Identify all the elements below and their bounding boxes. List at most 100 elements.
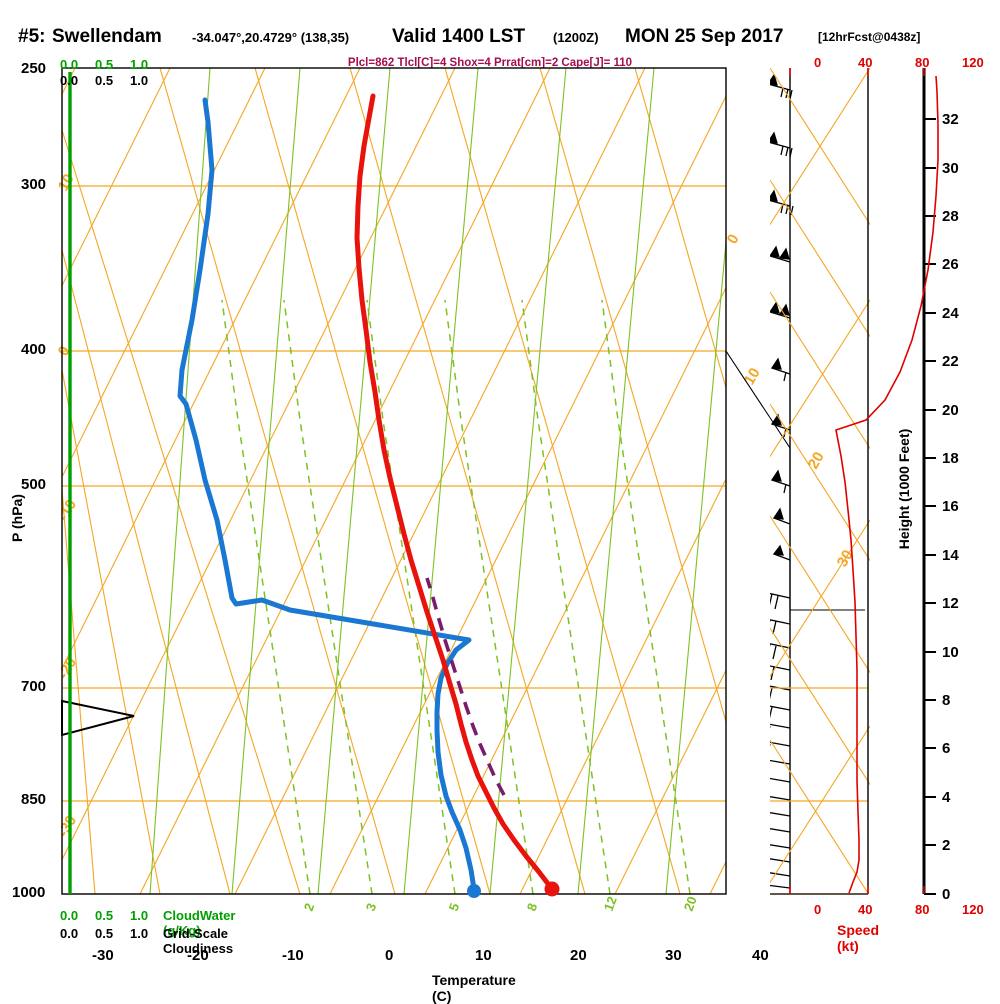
- pressure-tick-250: 250: [21, 60, 47, 77]
- svg-text:20: 20: [805, 449, 828, 472]
- wind-speed-curve: [835, 75, 939, 894]
- cloudwater-top-tick-0: 0.0: [60, 57, 79, 72]
- temperature-tick-0: 0: [385, 947, 394, 964]
- speed-tick-40-top: 40: [858, 55, 873, 70]
- forecast-info: [12hrFcst@0438z]: [818, 30, 921, 44]
- surface-temperature-dot: [544, 881, 560, 897]
- height-tick-16: 16: [942, 498, 959, 515]
- cloudwater-tick-1: 0.5: [95, 908, 114, 923]
- cloudiness-tick-2: 1.0: [130, 926, 149, 941]
- pressure-axis-label: P (hPa): [9, 494, 25, 542]
- height-tick-8: 8: [942, 692, 951, 709]
- height-tick-6: 6: [942, 740, 951, 757]
- mixing-ratio-labels: 2 3 5 8 12 20: [301, 894, 700, 913]
- speed-axis-label: Speed (kt): [837, 922, 880, 954]
- svg-text:5: 5: [446, 901, 463, 913]
- surface-dewpoint-dot: [467, 884, 481, 898]
- skewt-frame: [61, 67, 727, 895]
- svg-text:-10: -10: [55, 497, 81, 524]
- speed-tick-80: 80: [915, 902, 930, 917]
- wind-panel-isobars: [770, 687, 868, 895]
- height-tick-28: 28: [942, 208, 959, 225]
- svg-text:-30: -30: [55, 813, 81, 840]
- svg-text:3: 3: [363, 901, 380, 913]
- cloudiness-tick-0: 0.0: [60, 926, 79, 941]
- cloudwater-top-tick-1: 0.5: [95, 57, 114, 72]
- temperature-tick--20: -20: [187, 947, 209, 964]
- height-axis-ticks: [924, 118, 936, 895]
- station-id: #5:: [18, 26, 46, 47]
- skewt-grid: [62, 68, 726, 894]
- height-tick-18: 18: [942, 450, 959, 467]
- temperature-tick--30: -30: [92, 947, 114, 964]
- height-tick-26: 26: [942, 256, 959, 273]
- cloudwater-tick-0: 0.0: [60, 908, 79, 923]
- wind-barbs: [770, 73, 794, 889]
- svg-text:10: 10: [55, 171, 78, 194]
- svg-text:12: 12: [601, 894, 620, 913]
- valid-date: MON 25 Sep 2017: [625, 26, 784, 47]
- temperature-axis-label: Temperature (C): [432, 972, 516, 1004]
- pressure-tick-300: 300: [21, 176, 47, 193]
- cloudiness-tick-1: 0.5: [95, 926, 114, 941]
- valid-time-zulu: (1200Z): [553, 30, 599, 45]
- temperature-tick-30: 30: [665, 947, 682, 964]
- temperature-tick-10: 10: [475, 947, 492, 964]
- height-tick-24: 24: [942, 305, 959, 322]
- temperature-curve: [354, 93, 555, 892]
- height-tick-12: 12: [942, 595, 959, 612]
- height-tick-20: 20: [942, 402, 959, 419]
- cloudwater-tick-2: 1.0: [130, 908, 149, 923]
- height-tick-22: 22: [942, 353, 959, 370]
- dewpoint-curve: [177, 97, 477, 892]
- isotherm-lines: [62, 68, 726, 894]
- station-coordinates: -34.047°,20.4729° (138,35): [192, 30, 350, 45]
- temperature-tick--10: -10: [282, 947, 304, 964]
- height-tick-30: 30: [942, 160, 959, 177]
- svg-text:2: 2: [301, 901, 318, 913]
- height-tick-4: 4: [942, 789, 951, 806]
- chart-title-bar: #5: Swellendam -34.047°,20.4729° (138,35…: [0, 26, 1000, 52]
- temperature-tick-20: 20: [570, 947, 587, 964]
- speed-tick-120-top: 120: [962, 55, 984, 70]
- cloudiness-top-tick-1: 0.5: [95, 73, 114, 88]
- svg-text:10: 10: [741, 365, 764, 388]
- speed-axis-ticks: [789, 68, 925, 894]
- temperature-tick-40: 40: [752, 947, 769, 964]
- svg-text:-20: -20: [55, 655, 81, 682]
- wind-panel-diagonals: [770, 68, 870, 894]
- parcel-path: [425, 577, 506, 796]
- height-tick-14: 14: [942, 547, 959, 564]
- valid-time: Valid 1400 LST: [392, 26, 526, 47]
- speed-tick-80-top: 80: [915, 55, 930, 70]
- mixing-ratio-lines: [221, 299, 691, 894]
- height-tick-32: 32: [942, 111, 959, 128]
- speed-tick-40: 40: [858, 902, 873, 917]
- cloudwater-top-tick-2: 1.0: [130, 57, 149, 72]
- isobar-lines: [62, 185, 726, 894]
- cloudiness-top-tick-0: 0.0: [60, 73, 79, 88]
- stability-indices: Plcl=862 Tlcl[C]=4 Shox=4 Prrat[cm]=2 Ca…: [347, 57, 633, 69]
- pressure-tick-700: 700: [21, 678, 47, 695]
- svg-text:8: 8: [524, 901, 541, 913]
- height-tick-10: 10: [942, 644, 959, 661]
- dry-adiabat-lines: [62, 68, 726, 894]
- moist-adiabat-lines: [149, 68, 726, 894]
- speed-tick-0-top: 0: [814, 55, 822, 70]
- cloudwater-legend-label: CloudWater (g/Kg): [163, 908, 236, 938]
- pressure-tick-1000: 1000: [12, 884, 46, 901]
- cloudiness-legend-label: Grid-Scale Cloudiness: [163, 926, 234, 956]
- station-name: Swellendam: [52, 26, 162, 47]
- surface-terrain-marker: [61, 699, 135, 737]
- pressure-tick-500: 500: [21, 476, 47, 493]
- cloudiness-top-tick-2: 1.0: [130, 73, 149, 88]
- height-axis-label: Height (1000 Feet): [896, 428, 912, 550]
- pressure-tick-400: 400: [21, 341, 47, 358]
- svg-text:20: 20: [681, 894, 700, 913]
- height-tick-0: 0: [942, 886, 951, 903]
- speed-tick-120: 120: [962, 902, 984, 917]
- height-tick-2: 2: [942, 837, 951, 854]
- speed-tick-0: 0: [814, 902, 822, 917]
